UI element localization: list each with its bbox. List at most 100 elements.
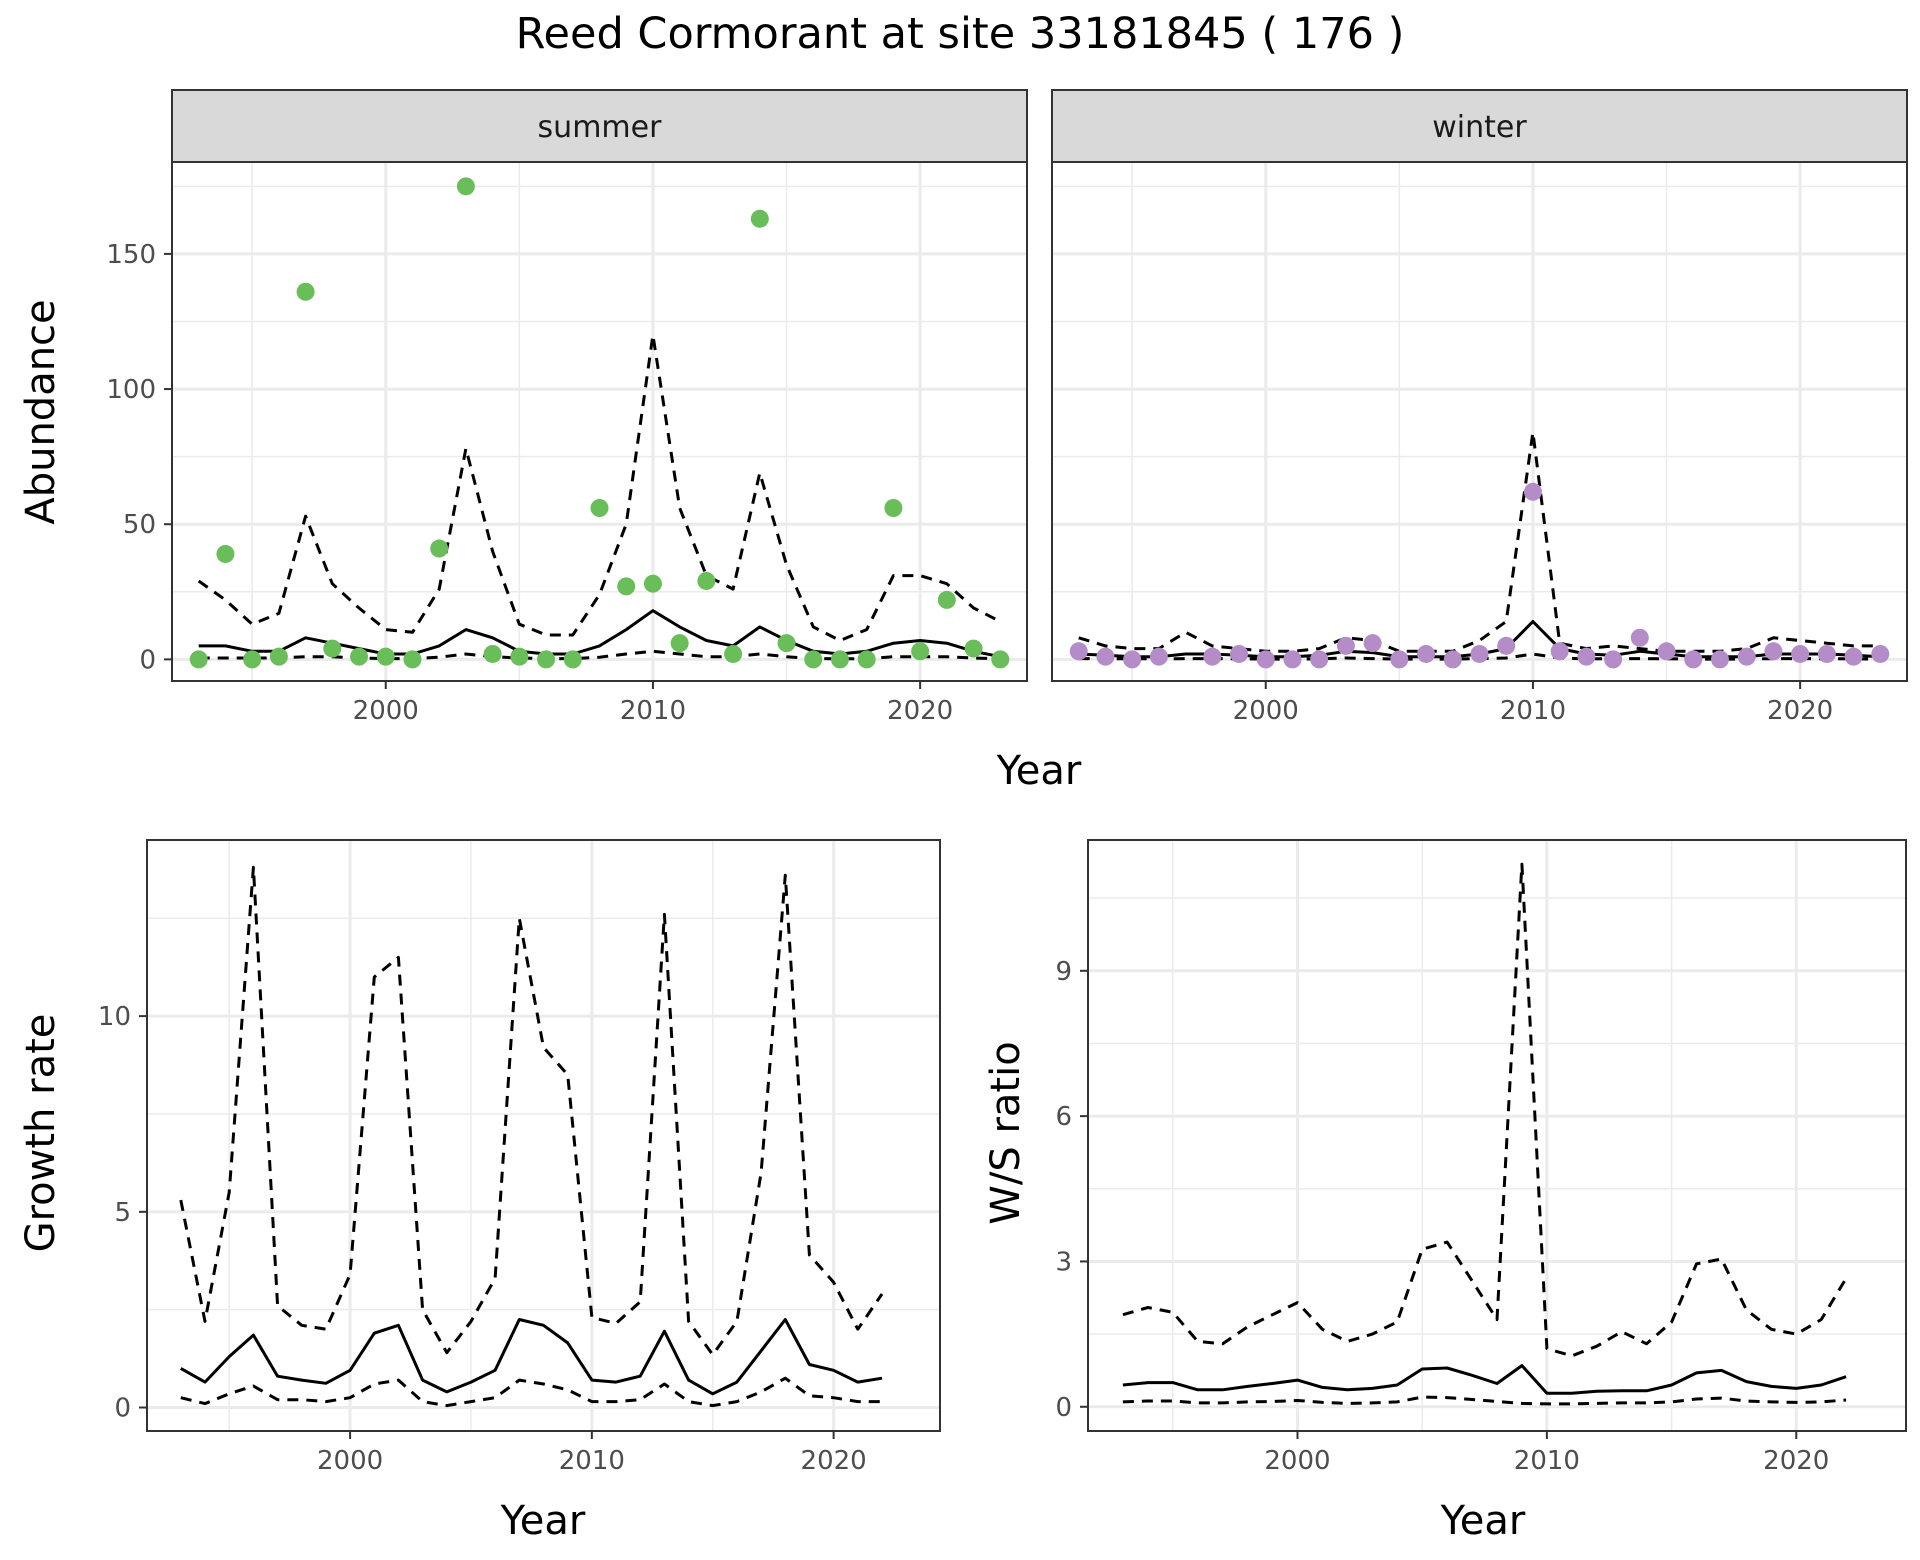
strip-summer-background [171, 89, 1028, 163]
winter-data-point [1256, 650, 1275, 669]
winter-data-point [1737, 647, 1756, 666]
summer-data-point [964, 639, 983, 658]
ws-ratio-y-axis-title: W/S ratio [983, 1041, 1029, 1224]
winter-panel-border [1051, 161, 1908, 682]
winter-data-point [1764, 642, 1783, 661]
summer-data-point [697, 571, 716, 590]
summer-data-point [777, 634, 796, 653]
summer-data-point [269, 647, 288, 666]
winter-data-point [1069, 642, 1088, 661]
summer-data-point [991, 650, 1010, 669]
growth-series-mean [180, 1318, 883, 1396]
ws-ratio-x-tick-label: 2020 [1763, 1446, 1829, 1476]
summer-data-point [243, 650, 262, 669]
summer-data-point [216, 544, 235, 563]
summer-data-point [937, 590, 956, 609]
summer-panel-border [171, 161, 1028, 682]
ws-ratio-series-lower [1122, 1395, 1847, 1406]
ws-ratio-x-tick-label: 2000 [1264, 1446, 1330, 1476]
winter-data-point [1871, 644, 1890, 663]
summer-data-point [510, 647, 529, 666]
strip-label-winter: winter [1432, 110, 1527, 145]
summer-x-tick-label: 2000 [353, 696, 419, 726]
summer-y-tick-label: 50 [123, 510, 156, 540]
winter-data-point [1203, 647, 1222, 666]
growth-rate-x-axis-title: Year [500, 1498, 586, 1544]
winter-data-point [1230, 644, 1249, 663]
summer-data-point [403, 650, 422, 669]
winter-data-point [1710, 650, 1729, 669]
ws-ratio-series-upper [1122, 862, 1848, 1358]
winter-data-point [1123, 650, 1142, 669]
growth-x-tick-label: 2020 [801, 1446, 867, 1476]
summer-data-point [643, 574, 662, 593]
summer-data-point [189, 650, 208, 669]
winter-data-point [1390, 650, 1409, 669]
winter-series-upper [1078, 430, 1881, 653]
growth-series-lower [180, 1376, 882, 1408]
abundance-x-axis-title: Year [996, 748, 1082, 794]
winter-x-tick-label: 2010 [1500, 696, 1566, 726]
summer-data-point [724, 644, 743, 663]
summer-data-point [884, 499, 903, 517]
growth-y-tick-label: 10 [98, 1002, 131, 1032]
summer-data-point [483, 644, 502, 663]
growth-rate-panel: 2000 2010 2020 0 5 10 [98, 839, 941, 1476]
summer-data-point [804, 650, 823, 669]
summer-data-point [857, 650, 876, 669]
winter-data-point [1684, 650, 1703, 669]
winter-data-point [1363, 634, 1382, 653]
winter-data-point [1497, 636, 1516, 655]
ws-ratio-y-tick-label: 9 [1055, 957, 1072, 987]
winter-data-point [1149, 647, 1168, 666]
growth-panel-border [146, 839, 941, 1432]
winter-data-point [1470, 644, 1489, 663]
summer-y-tick-label: 150 [106, 240, 156, 270]
chart-title: Reed Cormorant at site 33181845 ( 176 ) [516, 9, 1405, 59]
ws-ratio-y-tick-label: 6 [1055, 1102, 1072, 1132]
winter-x-tick-label: 2000 [1233, 696, 1299, 726]
winter-data-point [1604, 650, 1623, 669]
summer-data-point [296, 282, 315, 301]
summer-series-upper [197, 333, 1001, 642]
winter-data-point [1791, 644, 1810, 663]
summer-data-point [911, 642, 930, 661]
winter-data-point [1336, 636, 1355, 655]
growth-rate-plot-area: 2000 2010 2020 0 5 10 [98, 839, 941, 1476]
abundance-panel-winter: winter 2000 2010 2020 [1051, 89, 1908, 726]
summer-data-point [323, 639, 342, 658]
summer-data-point [430, 539, 449, 558]
growth-series-upper [179, 865, 884, 1357]
winter-x-tick-label: 2020 [1767, 696, 1833, 726]
summer-data-point [670, 634, 689, 653]
ws-ratio-plot-area: 2000 2010 2020 0 3 6 9 [1055, 839, 1907, 1476]
summer-data-point [590, 499, 609, 517]
summer-y-tick-label: 100 [106, 375, 156, 405]
growth-y-tick-label: 5 [114, 1198, 131, 1228]
strip-winter-background [1051, 89, 1908, 163]
ws-ratio-x-axis-title: Year [1440, 1498, 1526, 1544]
ws-ratio-panel-border [1087, 839, 1907, 1432]
abundance-summer-plot-area: 2000 2010 2020 0 50 100 150 [106, 161, 1028, 726]
summer-data-point [750, 209, 769, 228]
winter-data-point [1844, 647, 1863, 666]
summer-data-point [537, 650, 556, 669]
summer-data-point [563, 650, 582, 669]
summer-x-tick-label: 2010 [620, 696, 686, 726]
summer-data-point [617, 577, 636, 596]
abundance-winter-plot-area: 2000 2010 2020 [1051, 161, 1908, 726]
summer-data-point [830, 650, 849, 669]
summer-data-point [456, 177, 475, 196]
winter-data-point [1310, 650, 1329, 669]
winter-data-point [1523, 482, 1542, 501]
winter-data-point [1817, 644, 1836, 663]
winter-data-point [1417, 644, 1436, 663]
growth-rate-y-axis-title: Growth rate [18, 1014, 64, 1253]
abundance-panel-summer: summer 2000 2010 2020 0 50 100 150 [106, 89, 1028, 726]
winter-data-point [1443, 650, 1462, 669]
winter-data-point [1283, 650, 1302, 669]
ws-ratio-series-mean [1122, 1364, 1847, 1395]
summer-data-point [350, 647, 369, 666]
winter-data-point [1096, 647, 1115, 666]
